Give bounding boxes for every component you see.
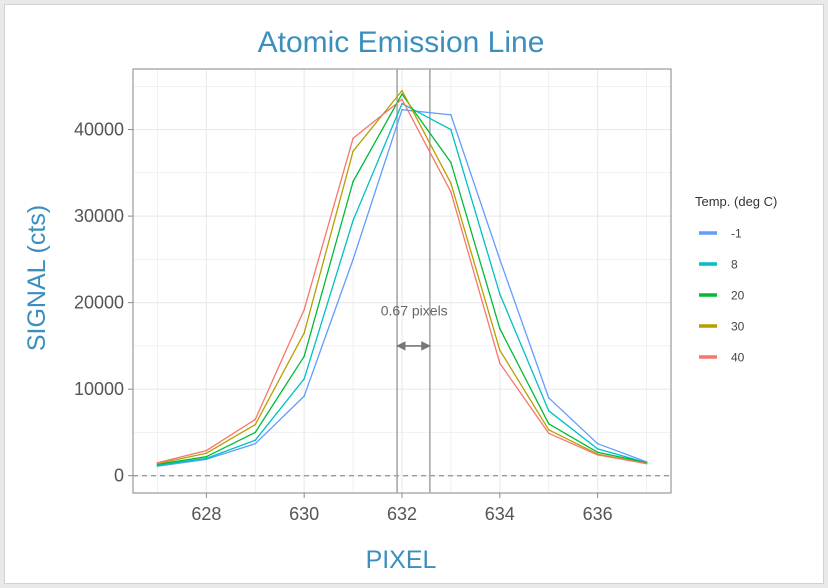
y-tick-label: 0	[114, 466, 124, 486]
x-axis-title: PIXEL	[366, 546, 437, 574]
x-tick-label: 634	[485, 504, 515, 524]
y-tick-label: 30000	[74, 206, 124, 226]
legend-label: 20	[731, 289, 745, 303]
annotation-text: 0.67 pixels	[381, 303, 448, 319]
data-point	[450, 128, 452, 131]
data-point	[254, 431, 257, 434]
data-point	[547, 429, 550, 431]
legend-label: 40	[731, 351, 745, 365]
data-point	[352, 150, 354, 153]
data-point	[499, 362, 501, 365]
chart-title: Atomic Emission Line	[258, 26, 545, 59]
data-point	[547, 397, 550, 399]
data-point	[499, 258, 501, 261]
data-point	[401, 93, 403, 95]
data-point	[499, 293, 501, 295]
data-point	[596, 442, 599, 445]
legend-title: Temp. (deg C)	[695, 194, 777, 209]
data-point	[254, 442, 257, 445]
data-point	[205, 452, 208, 454]
data-point	[596, 451, 599, 454]
data-point	[352, 137, 354, 140]
legend-label: -1	[731, 227, 742, 241]
y-tick-label: 40000	[74, 120, 124, 140]
data-point	[450, 161, 452, 164]
data-point	[303, 308, 305, 311]
data-point	[450, 191, 452, 193]
chart-frame: Atomic Emission Line 628 630 632 634 636 0 100…	[4, 4, 824, 584]
data-point	[401, 102, 403, 105]
data-point	[547, 432, 550, 435]
data-point	[401, 108, 403, 111]
legend-label: 8	[731, 258, 738, 272]
y-tick-label: 10000	[74, 379, 124, 399]
data-point	[352, 180, 354, 183]
data-point	[450, 182, 452, 185]
data-point	[205, 457, 208, 460]
y-tick-label: 20000	[74, 293, 124, 313]
data-point	[254, 423, 257, 426]
data-point	[205, 455, 208, 458]
y-axis-title: SIGNAL (cts)	[23, 205, 51, 351]
data-point	[303, 377, 305, 380]
data-point	[205, 449, 208, 452]
legend: Temp. (deg C) -1 8 20 30 40	[695, 194, 777, 365]
data-point	[450, 114, 452, 116]
data-point	[303, 395, 305, 397]
data-point	[352, 258, 354, 261]
x-tick-label: 628	[191, 504, 221, 524]
data-point	[645, 462, 648, 465]
data-point	[156, 461, 159, 464]
data-point	[303, 355, 305, 358]
data-point	[499, 349, 501, 352]
data-point	[547, 422, 550, 425]
data-point	[596, 448, 599, 450]
data-point	[303, 332, 305, 334]
plot-area: 628 630 632 634 636 0 10000 20000 30000 40000 0.67…	[74, 68, 672, 524]
data-point	[499, 327, 501, 330]
data-point	[547, 409, 550, 412]
data-point	[401, 89, 403, 92]
x-tick-label: 636	[583, 504, 613, 524]
emission-line-chart: Atomic Emission Line 628 630 632 634 636 0 100…	[23, 26, 777, 574]
data-point	[401, 98, 403, 101]
x-tick-label: 630	[289, 504, 319, 524]
data-point	[254, 418, 257, 421]
legend-label: 30	[731, 320, 745, 334]
data-point	[352, 219, 354, 222]
data-point	[254, 439, 257, 442]
data-point	[596, 454, 599, 456]
x-tick-label: 632	[387, 504, 417, 524]
